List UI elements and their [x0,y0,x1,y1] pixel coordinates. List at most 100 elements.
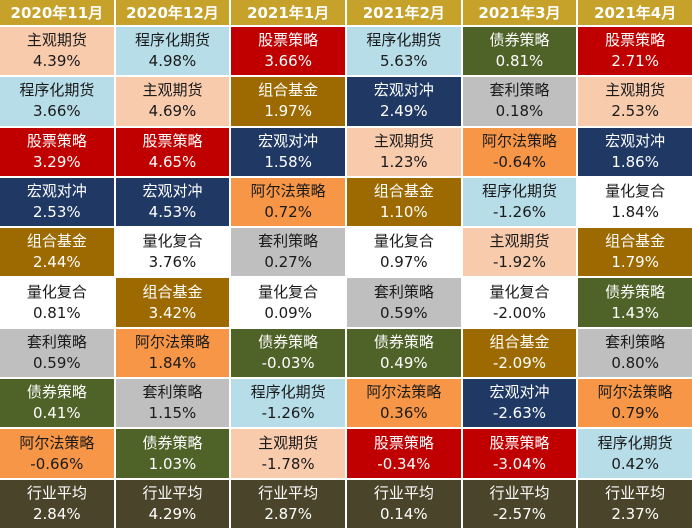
strategy-return: 2.37% [611,504,659,523]
strategy-cell: 主观期货 4.39% [0,27,114,76]
column-header: 2021年4月 [578,0,692,25]
strategy-name: 主观期货 [605,81,666,100]
strategy-name: 套利策略 [489,81,550,100]
strategy-return: 3.29% [33,152,81,171]
strategy-name: 债券策略 [258,332,319,351]
strategy-cell: 阿尔法策略 0.72% [231,177,345,227]
strategy-name: 股票策略 [605,31,666,50]
strategy-cell: 宏观对冲 1.58% [231,127,345,176]
strategy-cell: 量化复合 1.84% [578,177,692,227]
strategy-return: -1.92% [492,253,547,272]
strategy-name: 套利策略 [605,332,666,351]
strategy-name: 宏观对冲 [26,182,87,201]
strategy-name: 股票策略 [258,31,319,50]
strategy-name: 债券策略 [373,332,434,351]
strategy-return: 0.14% [379,504,428,523]
strategy-name: 量化复合 [489,282,550,301]
strategy-cell: 债券策略 0.49% [346,328,461,378]
strategy-return: -1.26% [492,203,547,222]
strategy-cell: 套利策略 0.80% [578,328,692,378]
strategy-return: 1.10% [379,203,428,222]
strategy-return: 0.81% [33,303,81,322]
strategy-return: 3.42% [148,303,197,322]
strategy-name: 量化复合 [142,232,203,251]
strategy-return: -0.66% [30,454,84,473]
strategy-name: 股票策略 [142,131,203,150]
strategy-cell: 股票策略 -3.04% [462,429,577,478]
column-header: 2021年2月 [346,0,461,25]
strategy-return: 0.80% [611,353,659,372]
strategy-name: 债券策略 [26,383,87,402]
strategy-cell: 量化复合 0.97% [346,228,461,277]
strategy-name: 行业平均 [26,483,87,502]
strategy-name: 主观期货 [373,131,434,150]
strategy-name: 程序化期货 [481,182,557,201]
strategy-cell: 行业平均 4.29% [115,479,230,528]
strategy-return: 0.18% [495,102,544,121]
strategy-name: 套利策略 [373,282,434,301]
strategy-name: 阿尔法策略 [597,383,673,402]
strategy-return: 4.98% [148,52,197,71]
strategy-cell: 行业平均 -2.57% [462,479,577,528]
strategy-cell: 主观期货 1.23% [346,127,461,176]
strategy-cell: 套利策略 0.18% [462,77,577,126]
strategy-name: 股票策略 [373,433,434,452]
strategy-return: 4.29% [148,504,197,523]
strategy-cell: 组合基金 1.79% [578,228,692,277]
strategy-cell: 量化复合 3.76% [115,228,230,277]
strategy-return: -1.26% [261,404,315,423]
strategy-return: 1.03% [148,454,197,473]
strategy-name: 套利策略 [142,383,203,402]
strategy-cell: 股票策略 4.65% [115,127,230,176]
strategy-cell: 主观期货 -1.92% [462,228,577,277]
strategy-return: 0.41% [33,404,81,423]
strategy-return: 1.43% [611,303,659,322]
strategy-return: -2.09% [492,353,547,372]
strategy-return: 1.23% [379,152,428,171]
column-header: 2021年3月 [462,0,577,25]
column-header: 2020年12月 [115,0,230,25]
strategy-name: 程序化期货 [597,433,673,452]
strategy-cell: 股票策略 3.29% [0,127,114,176]
strategy-name: 阿尔法策略 [250,182,326,201]
strategy-return: 2.87% [264,504,312,523]
strategy-name: 量化复合 [258,282,319,301]
strategy-cell: 阿尔法策略 -0.66% [0,429,114,478]
strategy-return: 1.86% [611,152,659,171]
strategy-name: 阿尔法策略 [134,332,210,351]
strategy-name: 阿尔法策略 [366,383,442,402]
strategy-name: 组合基金 [489,332,550,351]
strategy-cell: 债券策略 1.43% [578,278,692,327]
strategy-return: 3.66% [33,102,81,121]
strategy-return: 4.53% [148,203,197,222]
strategy-name: 宏观对冲 [605,131,666,150]
strategy-cell: 债券策略 1.03% [115,429,230,478]
strategy-name: 套利策略 [258,232,319,251]
strategy-return: 0.49% [379,353,428,372]
strategy-name: 行业平均 [142,483,203,502]
strategy-return: 5.63% [379,52,428,71]
strategy-cell: 股票策略 -0.34% [346,429,461,478]
strategy-cell: 套利策略 0.59% [346,278,461,327]
strategy-cell: 量化复合 -2.00% [462,278,577,327]
strategy-return: 4.39% [33,52,81,71]
strategy-cell: 债券策略 -0.03% [231,328,345,378]
strategy-cell: 宏观对冲 1.86% [578,127,692,176]
strategy-name: 行业平均 [258,483,319,502]
strategy-return: 2.71% [611,52,659,71]
strategy-cell: 阿尔法策略 0.79% [578,379,692,428]
strategy-cell: 行业平均 2.87% [231,479,345,528]
strategy-name: 行业平均 [605,483,666,502]
strategy-return: 0.72% [264,203,312,222]
strategy-return: 4.69% [148,102,197,121]
strategy-cell: 宏观对冲 2.53% [0,177,114,227]
strategy-name: 程序化期货 [19,81,95,100]
strategy-return: 3.66% [264,52,312,71]
strategy-return: 0.59% [33,353,81,372]
strategy-name: 组合基金 [26,232,87,251]
strategy-name: 股票策略 [489,433,550,452]
strategy-return: 0.97% [379,253,428,272]
strategy-return: -0.03% [261,353,315,372]
strategy-cell: 程序化期货 -1.26% [462,177,577,227]
strategy-return: 1.84% [611,203,659,222]
